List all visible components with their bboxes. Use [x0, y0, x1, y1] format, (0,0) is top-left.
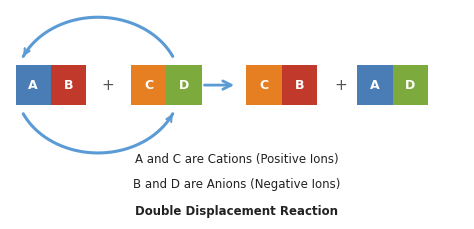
Text: D: D [179, 79, 189, 92]
Text: B and D are Anions (Negative Ions): B and D are Anions (Negative Ions) [133, 178, 341, 191]
Text: Double Displacement Reaction: Double Displacement Reaction [136, 205, 338, 218]
Text: A: A [370, 79, 380, 92]
Text: +: + [101, 78, 114, 93]
Text: A and C are Cations (Positive Ions): A and C are Cations (Positive Ions) [135, 153, 339, 166]
Bar [392, 65, 428, 105]
Bar [16, 65, 51, 105]
Text: B: B [295, 79, 304, 92]
Text: B: B [64, 79, 73, 92]
Bar [357, 65, 392, 105]
Bar [51, 65, 86, 105]
Text: A: A [28, 79, 38, 92]
Bar [131, 65, 166, 105]
Bar [282, 65, 317, 105]
Bar [246, 65, 282, 105]
Text: C: C [144, 79, 153, 92]
Text: D: D [405, 79, 415, 92]
Text: C: C [260, 79, 269, 92]
Text: +: + [334, 78, 347, 93]
Bar [166, 65, 201, 105]
